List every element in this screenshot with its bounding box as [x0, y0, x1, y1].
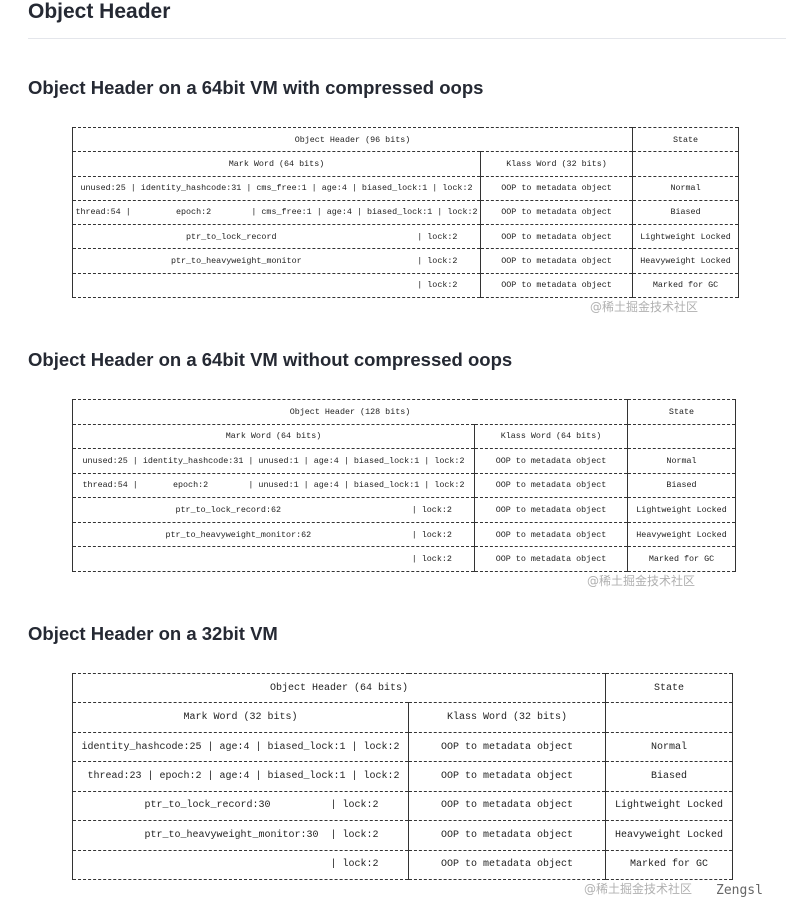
object-header-title: Object Header (96 bits) — [71, 126, 634, 153]
table-row: | lock:2 OOP to metadata object Marked for… — [72, 272, 740, 299]
klass-word-cell: OOP to metadata object — [479, 248, 634, 274]
section-heading: Object Header on a 32bit VM — [28, 623, 278, 644]
table-row: thread:54 | epoch:2 | unused:1 | age:4 |… — [72, 472, 736, 499]
klass-word-cell: OOP to metadata object — [408, 790, 606, 822]
table-row: unused:25 | identity_hashcode:31 | cms_f… — [72, 175, 740, 201]
mark-word-header: Mark Word (64 bits) — [72, 423, 475, 450]
table-row: Object Header (64 bits) State — [72, 672, 733, 704]
klass-word-cell: OOP to metadata object — [408, 761, 606, 792]
watermark: @稀土掘金技术社区 — [589, 300, 698, 314]
mark-word-cell: | lock:2 — [72, 849, 409, 881]
klass-word-cell: OOP to metadata object — [474, 546, 628, 572]
watermark: @稀土掘金技术社区 — [586, 574, 695, 588]
klass-word-cell: OOP to metadata object — [474, 448, 628, 474]
table-row: thread:54 | epoch:2 | cms_free:1 | age:4… — [72, 199, 740, 226]
mark-word-cell: ptr_to_lock_record:62 | lock:2 — [72, 497, 475, 523]
klass-word-cell: OOP to metadata object — [408, 849, 606, 881]
klass-word-header: Klass Word (64 bits) — [474, 423, 628, 450]
table-row: identity_hashcode:25 | age:4 | biased_lo… — [72, 731, 733, 763]
object-header-table: Object Header (128 bits) State Mark Word (… — [72, 399, 736, 588]
empty-cell — [632, 151, 740, 177]
object-header-table: Object Header (64 bits) State Mark Word (3… — [72, 672, 733, 896]
state-header: State — [632, 126, 740, 153]
empty-cell — [605, 702, 733, 733]
mark-word-cell: unused:25 | identity_hashcode:31 | unuse… — [72, 448, 475, 474]
object-header-table: Object Header (96 bits) State Mark Word (6… — [71, 126, 740, 314]
state-cell: Normal — [605, 731, 733, 763]
state-cell: Heavyweight Locked — [605, 820, 733, 851]
table-row: ptr_to_heavyweight_monitor:62 | lock:2 OO… — [72, 521, 736, 548]
state-cell: Marked for GC — [627, 546, 736, 572]
mark-word-cell: unused:25 | identity_hashcode:31 | cms_f… — [72, 175, 481, 201]
state-cell: Biased — [627, 472, 736, 499]
klass-word-cell: OOP to metadata object — [474, 472, 628, 499]
table-row: unused:25 | identity_hashcode:31 | unuse… — [72, 448, 736, 474]
state-cell: Lightweight Locked — [627, 497, 736, 523]
mark-word-cell: | lock:2 — [72, 272, 481, 299]
mark-word-cell: ptr_to_heavyweight_monitor:62 | lock:2 — [72, 521, 475, 548]
table-row: Mark Word (64 bits) Klass Word (32 bits) — [72, 151, 740, 177]
table-row: Mark Word (64 bits) Klass Word (64 bits) — [72, 423, 736, 450]
klass-word-header: Klass Word (32 bits) — [479, 151, 634, 177]
table-row: Object Header (128 bits) State — [72, 399, 736, 425]
section-heading: Object Header on a 64bit VM without comp… — [28, 349, 513, 370]
section-heading: Object Header on a 64bit VM with compres… — [28, 77, 484, 98]
state-header: State — [605, 672, 733, 704]
author-name: Zengsl — [716, 883, 763, 898]
state-cell: Marked for GC — [632, 272, 740, 299]
state-cell: Marked for GC — [605, 849, 733, 881]
klass-word-cell: OOP to metadata object — [408, 820, 606, 851]
table-row: Object Header (96 bits) State — [71, 126, 740, 153]
divider — [28, 38, 786, 39]
mark-word-cell: | lock:2 — [72, 546, 475, 572]
state-cell: Biased — [605, 761, 733, 792]
table-row: ptr_to_lock_record | lock:2 OOP to metada… — [72, 224, 740, 250]
object-header-title: Object Header (64 bits) — [72, 672, 606, 704]
table-row: ptr_to_lock_record:30 | lock:2 OOP to met… — [72, 790, 733, 822]
watermark: @稀土掘金技术社区 — [583, 882, 692, 896]
state-cell: Lightweight Locked — [605, 790, 733, 822]
state-cell: Lightweight Locked — [632, 224, 740, 250]
klass-word-cell: OOP to metadata object — [474, 497, 628, 523]
mark-word-cell: thread:54 | epoch:2 | cms_free:1 | age:4… — [72, 199, 481, 226]
mark-word-cell: ptr_to_lock_record | lock:2 — [72, 224, 481, 250]
table-row: ptr_to_heavyweight_monitor:30 | lock:2 OO… — [72, 820, 733, 851]
table-row: ptr_to_lock_record:62 | lock:2 OOP to met… — [72, 497, 736, 523]
table-row: | lock:2 OOP to metadata object Marked for… — [72, 546, 736, 572]
klass-word-cell: OOP to metadata object — [408, 731, 606, 763]
mark-word-cell: ptr_to_heavyweight_monitor | lock:2 — [72, 248, 481, 274]
state-cell: Normal — [627, 448, 736, 474]
state-header: State — [627, 399, 736, 425]
mark-word-cell: thread:23 | epoch:2 | age:4 | biased_loc… — [72, 761, 409, 792]
klass-word-cell: OOP to metadata object — [479, 224, 634, 250]
table-row: | lock:2 OOP to metadata object Marked for… — [72, 849, 733, 881]
state-cell: Heavyweight Locked — [627, 521, 736, 548]
object-header-title: Object Header (128 bits) — [72, 399, 628, 425]
klass-word-cell: OOP to metadata object — [479, 199, 634, 226]
klass-word-cell: OOP to metadata object — [479, 272, 634, 299]
page-title: Object Header — [28, 0, 171, 23]
klass-word-cell: OOP to metadata object — [474, 521, 628, 548]
mark-word-cell: thread:54 | epoch:2 | unused:1 | age:4 |… — [72, 472, 475, 499]
mark-word-header: Mark Word (32 bits) — [72, 702, 409, 733]
mark-word-cell: identity_hashcode:25 | age:4 | biased_lo… — [72, 731, 409, 763]
state-cell: Heavyweight Locked — [632, 248, 740, 274]
klass-word-header: Klass Word (32 bits) — [408, 702, 606, 733]
mark-word-cell: ptr_to_lock_record:30 | lock:2 — [72, 790, 409, 822]
klass-word-cell: OOP to metadata object — [479, 175, 634, 201]
mark-word-header: Mark Word (64 bits) — [72, 151, 481, 177]
table-row: Mark Word (32 bits) Klass Word (32 bits) — [72, 702, 733, 733]
mark-word-cell: ptr_to_heavyweight_monitor:30 | lock:2 — [72, 820, 409, 851]
state-cell: Biased — [632, 199, 740, 226]
state-cell: Normal — [632, 175, 740, 201]
table-row: ptr_to_heavyweight_monitor | lock:2 OOP t… — [72, 248, 740, 274]
table-row: thread:23 | epoch:2 | age:4 | biased_loc… — [72, 761, 733, 792]
empty-cell — [627, 423, 736, 450]
